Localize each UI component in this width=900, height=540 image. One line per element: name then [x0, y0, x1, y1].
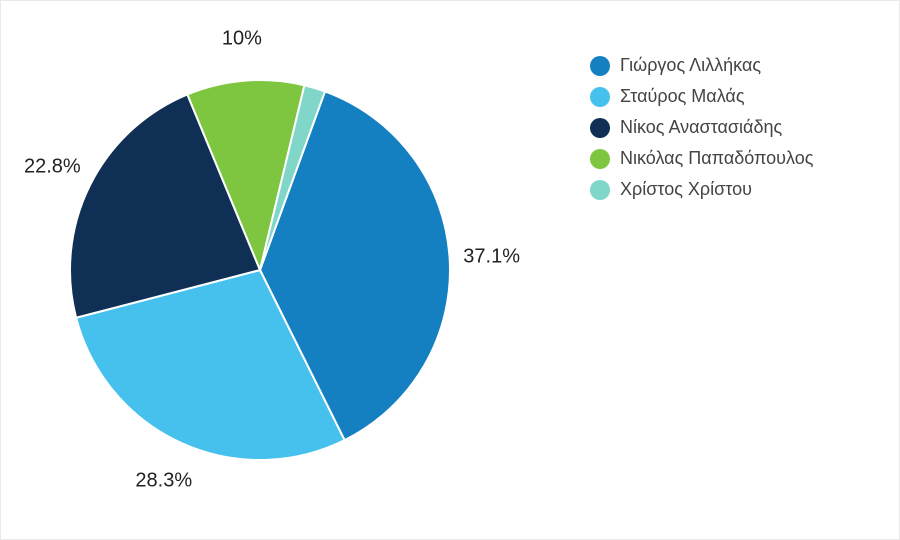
legend-item: Νίκος Αναστασιάδης — [590, 117, 813, 138]
legend-item: Νικόλας Παπαδόπουλος — [590, 148, 813, 169]
legend-swatch — [590, 118, 610, 138]
slice-label: 22.8% — [24, 155, 81, 178]
legend-label: Γιώργος Λιλλήκας — [620, 55, 761, 76]
legend-label: Νικόλας Παπαδόπουλος — [620, 148, 813, 169]
legend-label: Νίκος Αναστασιάδης — [620, 117, 782, 138]
slice-label: 10% — [222, 27, 262, 50]
legend-swatch — [590, 56, 610, 76]
slice-label: 37.1% — [463, 245, 520, 268]
legend: Γιώργος Λιλλήκας Σταύρος Μαλάς Νίκος Αναστ… — [590, 55, 813, 210]
legend-swatch — [590, 180, 610, 200]
legend-item: Χρίστος Χρίστου — [590, 179, 813, 200]
pie-svg — [60, 70, 460, 470]
legend-item: Σταύρος Μαλάς — [590, 86, 813, 107]
chart-container: 37.1%28.3%22.8%10% Γιώργος ΛιλλήκαςΣταύρ… — [0, 0, 900, 540]
legend-item: Γιώργος Λιλλήκας — [590, 55, 813, 76]
legend-swatch — [590, 87, 610, 107]
legend-swatch — [590, 149, 610, 169]
pie-chart: 37.1%28.3%22.8%10% — [60, 70, 460, 470]
legend-label: Σταύρος Μαλάς — [620, 86, 745, 107]
slice-label: 28.3% — [135, 470, 192, 493]
legend-label: Χρίστος Χρίστου — [620, 179, 752, 200]
